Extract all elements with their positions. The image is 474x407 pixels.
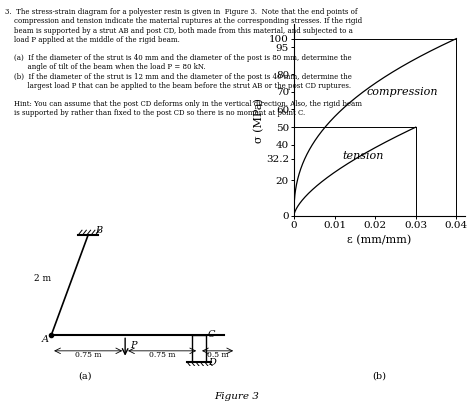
Text: 3.  The stress-strain diagram for a polyester resin is given in  Figure 3.  Note: 3. The stress-strain diagram for a polye…	[5, 8, 362, 117]
Text: Figure 3: Figure 3	[215, 392, 259, 401]
X-axis label: ε (mm/mm): ε (mm/mm)	[347, 235, 411, 245]
Text: (a): (a)	[79, 372, 92, 381]
Y-axis label: σ (MPa): σ (MPa)	[254, 98, 264, 142]
Text: 2 m: 2 m	[34, 274, 51, 283]
Text: 0.75 m: 0.75 m	[149, 351, 175, 359]
Text: 0.75 m: 0.75 m	[75, 351, 101, 359]
Text: 0.5 m: 0.5 m	[207, 351, 228, 359]
Text: P: P	[130, 341, 137, 350]
Text: (b): (b)	[372, 372, 386, 381]
Text: compression: compression	[367, 87, 438, 97]
Text: B: B	[96, 226, 103, 235]
Text: A: A	[41, 335, 48, 344]
Text: D: D	[208, 358, 216, 367]
Text: tension: tension	[343, 151, 384, 161]
Text: C: C	[208, 330, 215, 339]
